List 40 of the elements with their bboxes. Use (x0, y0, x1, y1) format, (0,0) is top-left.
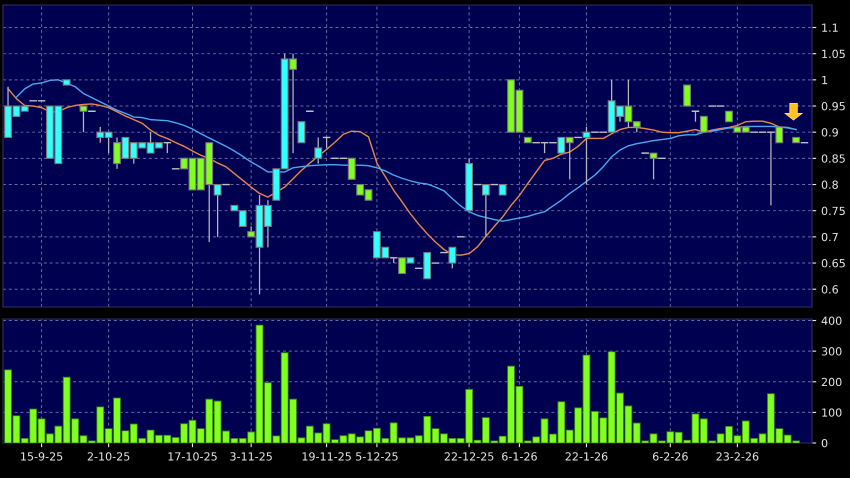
y-tick-label: 0.7 (822, 232, 838, 242)
y-tick-label: 100 (822, 408, 842, 417)
y-tick-label: 0.8 (822, 180, 838, 189)
x-tick-label: 6-1-26 (502, 452, 537, 461)
candlestick (348, 158, 356, 180)
candlestick (691, 110, 700, 122)
candlestick (683, 84, 691, 107)
y-tick-label: 0.95 (822, 102, 845, 110)
y-tick-label: 400 (822, 316, 842, 325)
candlestick (498, 184, 507, 196)
y-tick-label: 1.1 (822, 24, 838, 32)
candlestick (700, 116, 708, 133)
candlestick (298, 121, 306, 144)
x-tick-label: 2-10-25 (88, 452, 130, 461)
x-tick-label: 6-2-26 (652, 452, 688, 461)
y-tick-label: 0.85 (822, 154, 845, 163)
x-tick-label: 17-10-25 (168, 452, 217, 461)
candlestick (775, 126, 784, 144)
y-tick-label: 0 (822, 438, 828, 448)
y-tick-label: 300 (822, 347, 842, 356)
y-tick-label: 0.65 (822, 259, 845, 268)
y-tick-label: 0.9 (822, 128, 838, 137)
x-tick-label: 15-9-25 (21, 452, 62, 461)
y-tick-label: 0.6 (822, 285, 838, 294)
y-tick-label: 200 (822, 378, 842, 386)
x-tick-label: 22-1-26 (566, 452, 608, 461)
x-tick-label: 19-11-25 (302, 452, 351, 461)
candlestick (314, 136, 322, 164)
candlestick (725, 110, 733, 122)
candlestick (162, 142, 172, 154)
y-tick-label: 1.05 (822, 50, 845, 58)
x-tick-label: 22-12-25 (444, 452, 494, 461)
x-tick-label: 3-11-25 (230, 452, 272, 461)
y-tick-label: 0.75 (822, 206, 845, 216)
candlestick (389, 257, 398, 264)
y-tick-label: 1 (822, 76, 828, 84)
candlestick (322, 136, 332, 149)
x-tick-label: 23-2-26 (716, 452, 758, 461)
line-series (16, 79, 797, 222)
x-tick-label: 5-12-25 (356, 452, 398, 461)
